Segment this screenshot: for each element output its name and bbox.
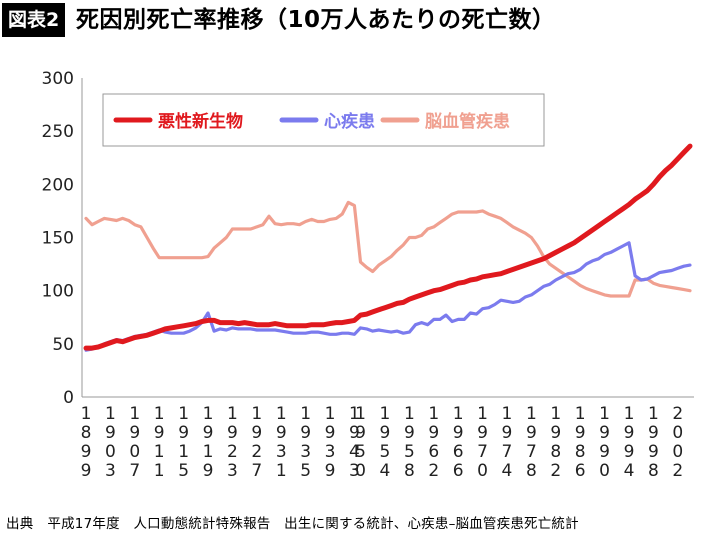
series-line-cerebrovascular-disease bbox=[84, 200, 692, 298]
line-chart: 0 50 100 150 200 250 300 1 8 9 9 1 9 0 3 1 9 0 7 1 9 1 1 1 9 1 5 1 9… bbox=[42, 69, 694, 481]
legend-item-heart-disease-label: 心疾患 bbox=[324, 111, 375, 132]
source-label: 出典 bbox=[6, 516, 34, 532]
y-tick-label: 50 bbox=[52, 335, 74, 355]
figure-badge: 図表2 bbox=[2, 3, 66, 37]
source-text: 平成17年度 人口動態統計特殊報告 出生に関する統計、心疾患–脳血管疾患死亡統計 bbox=[47, 516, 579, 532]
y-tick-label: 250 bbox=[42, 122, 74, 142]
y-tick-label: 300 bbox=[42, 69, 74, 89]
y-tick-label: 0 bbox=[63, 388, 74, 408]
header: 図表2 死因別死亡率推移（10万人あたりの死亡数） bbox=[0, 0, 710, 46]
source-note: 出典 平成17年度 人口動態統計特殊報告 出生に関する統計、心疾患–脳血管疾患死亡… bbox=[6, 512, 593, 532]
series-line-heart-disease bbox=[84, 241, 692, 352]
legend-item-cerebrovascular-disease-label: 脳血管疾患 bbox=[425, 111, 510, 132]
y-tick-label: 200 bbox=[42, 175, 74, 195]
y-tick-label: 150 bbox=[42, 229, 74, 249]
chart-title: 死因別死亡率推移（10万人あたりの死亡数） bbox=[76, 7, 556, 33]
legend-item-malignant-neoplasm-label: 悪性新生物 bbox=[158, 111, 243, 132]
legend-box bbox=[102, 93, 545, 147]
y-tick-label: 100 bbox=[42, 282, 74, 302]
series-line-malignant-neoplasm bbox=[83, 143, 693, 351]
